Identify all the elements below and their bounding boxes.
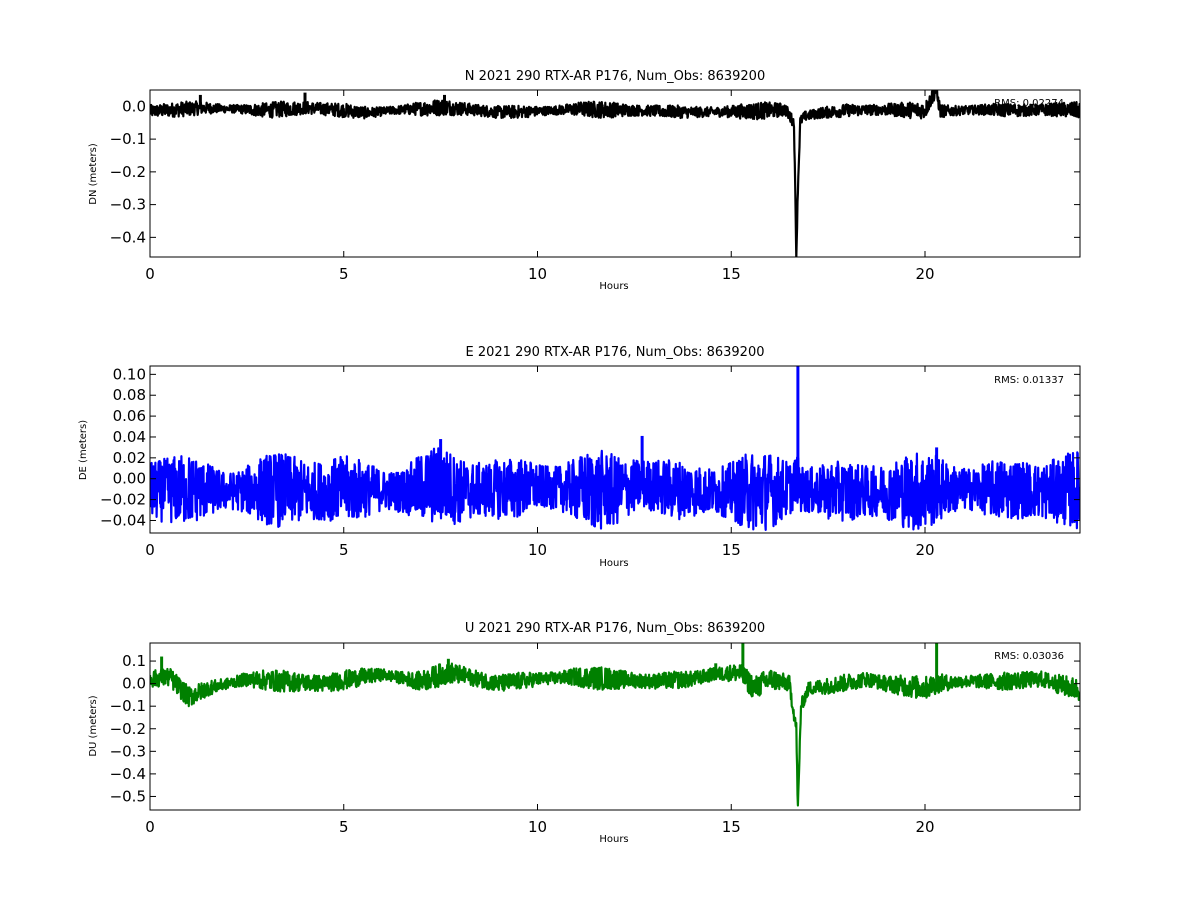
panel-east: 0 5 10 15 20 0.10 0.08 0.06 0.04 0.02 0.00 −0.02 −0.…: [78, 345, 1081, 569]
panel-up-xlabel: Hours: [599, 834, 628, 845]
panel-up-rms-annotation: RMS: 0.03036: [994, 651, 1064, 662]
panel-north-ytick-label: −0.3: [110, 196, 146, 214]
panel-up-xtick-label: 15: [722, 818, 741, 836]
panel-east-ytick-label: 0.02: [113, 449, 146, 467]
panel-north-ylabel: DN (meters): [88, 143, 99, 205]
panel-up-ylabel: DU (meters): [88, 695, 99, 756]
panel-east-ytick-label: 0.00: [113, 470, 146, 488]
panel-north-ytick-label: 0.0: [122, 97, 146, 115]
panel-east-ylabel: DE (meters): [78, 420, 89, 480]
panel-east-ytick-label: 0.08: [113, 386, 146, 404]
panel-east-ytick-label: 0.06: [113, 407, 146, 425]
panel-up-series-line: [150, 661, 1080, 807]
panel-up-ytick-label: −0.4: [110, 765, 146, 783]
panel-up-ytick-label: 0.1: [122, 652, 146, 670]
panel-north-xlabel: Hours: [599, 281, 628, 292]
panel-north-xtick-label: 10: [528, 265, 547, 283]
panel-north: 0 5 10 15 20 0.0 −0.1 −0.2 −0.3 −0.4 N 2021 290 RT…: [88, 69, 1081, 292]
panel-up-ytick-label: −0.2: [110, 720, 146, 738]
panel-east-rms-annotation: RMS: 0.01337: [994, 375, 1064, 386]
panel-north-ytick-label: −0.4: [110, 228, 146, 246]
panel-up-ytick-label: 0.0: [122, 675, 146, 693]
panel-up: 0 5 10 15 20 0.1 0.0 −0.1 −0.2 −0.3 −0.4 −0.5 U 2021…: [88, 621, 1081, 845]
panel-north-axes-frame: [149, 89, 1081, 258]
panel-east-xtick-label: 0: [145, 541, 155, 559]
panel-east-xtick-label: 10: [528, 541, 547, 559]
panel-east-title: E 2021 290 RTX-AR P176, Num_Obs: 8639200: [466, 345, 765, 360]
panel-north-title: N 2021 290 RTX-AR P176, Num_Obs: 8639200: [465, 69, 765, 84]
panel-north-xtick-label: 0: [145, 265, 155, 283]
panel-up-ytick-label: −0.3: [110, 742, 146, 760]
panel-east-xlabel: Hours: [599, 558, 628, 569]
panel-east-xtick-label: 5: [339, 541, 349, 559]
panel-east-axes-frame: [149, 365, 1081, 534]
panel-north-xtick-label: 15: [722, 265, 741, 283]
panel-up-title: U 2021 290 RTX-AR P176, Num_Obs: 8639200: [465, 621, 765, 636]
panel-up-axes-frame: [149, 642, 1081, 811]
panel-up-xtick-label: 5: [339, 818, 349, 836]
panel-up-xtick-label: 20: [915, 818, 934, 836]
panel-north-rms-annotation: RMS: 0.02274: [994, 98, 1064, 109]
panel-north-xtick-label: 20: [915, 265, 934, 283]
panel-east-ytick-label: −0.02: [100, 491, 146, 509]
panel-east-xtick-label: 20: [915, 541, 934, 559]
panel-east-xtick-label: 15: [722, 541, 741, 559]
panel-east-ytick-label: −0.04: [100, 511, 146, 529]
panel-north-ytick-label: −0.2: [110, 163, 146, 181]
panel-north-xtick-label: 5: [339, 265, 349, 283]
panel-up-ytick-label: −0.5: [110, 787, 146, 805]
panel-up-xtick-label: 0: [145, 818, 155, 836]
panel-east-ytick-label: 0.10: [113, 365, 146, 383]
panel-up-ytick-label: −0.1: [110, 697, 146, 715]
panel-east-series-line: [150, 447, 1080, 531]
panel-east-ytick-label: 0.04: [113, 428, 146, 446]
panel-up-xtick-label: 10: [528, 818, 547, 836]
panel-north-ytick-label: −0.1: [110, 130, 146, 148]
